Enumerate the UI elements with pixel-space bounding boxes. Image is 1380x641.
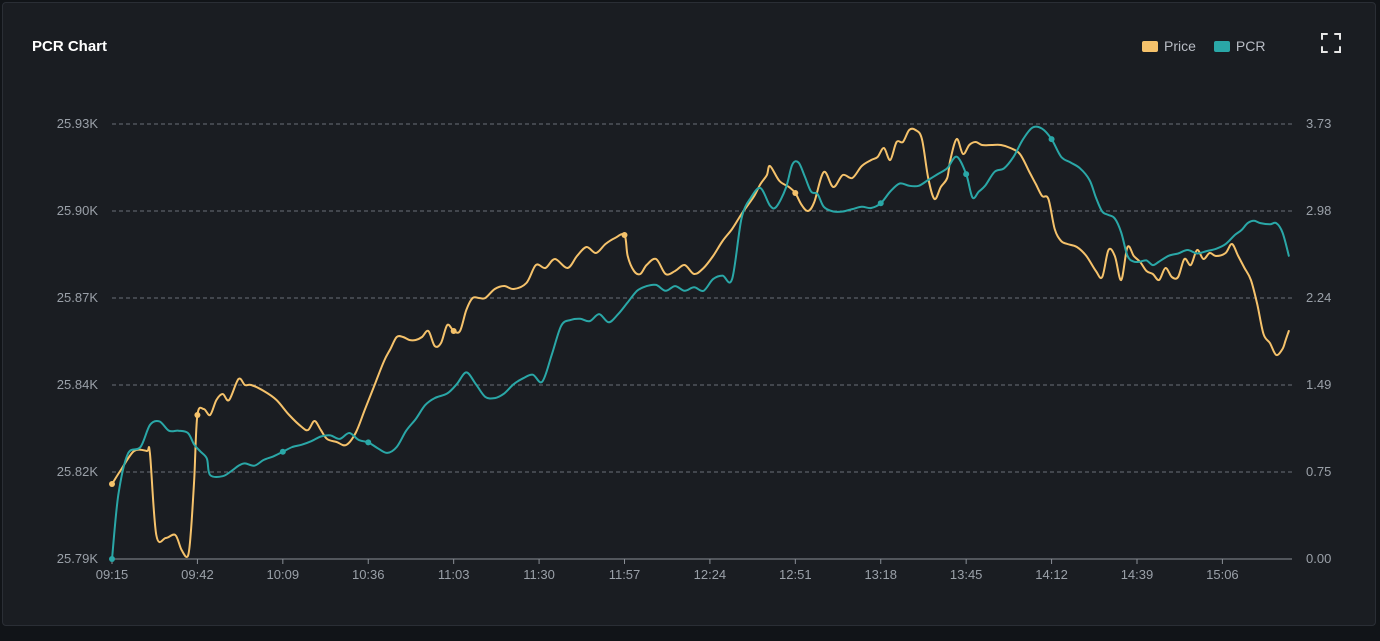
y-right-tick-label: 0.00 <box>1306 551 1331 566</box>
data-point-price <box>792 190 799 196</box>
data-point-price <box>109 481 115 487</box>
legend-item-price[interactable]: Price <box>1142 38 1196 54</box>
legend-swatch-price <box>1142 40 1158 52</box>
fullscreen-icon[interactable] <box>1320 32 1342 54</box>
data-point-price <box>450 328 457 334</box>
y-left-tick-label: 25.82K <box>57 464 99 479</box>
x-tick-label: 10:09 <box>267 567 300 582</box>
x-tick-label: 11:57 <box>609 567 641 582</box>
x-tick-label: 15:06 <box>1206 567 1239 582</box>
y-left-tick-label: 25.84K <box>57 377 99 392</box>
y-left-tick-label: 25.87K <box>57 290 99 305</box>
data-point-pcr <box>1048 136 1055 143</box>
y-right-tick-label: 2.98 <box>1306 203 1331 218</box>
x-tick-label: 13:18 <box>864 567 897 582</box>
x-tick-label: 10:36 <box>352 567 385 582</box>
legend-label-price: Price <box>1164 38 1196 54</box>
data-point-pcr <box>963 171 970 178</box>
data-point-pcr <box>365 439 372 446</box>
x-tick-label: 12:51 <box>779 567 812 582</box>
data-point-pcr <box>279 448 286 455</box>
y-left-tick-label: 25.79K <box>57 551 99 566</box>
x-tick-label: 14:12 <box>1035 567 1068 582</box>
legend-item-pcr[interactable]: PCR <box>1213 38 1266 54</box>
data-point-pcr <box>877 200 884 207</box>
chart-legend: Price PCR <box>1142 38 1277 54</box>
chart-panel <box>2 2 1376 626</box>
data-point-price <box>194 412 201 418</box>
y-right-tick-label: 3.73 <box>1306 116 1331 131</box>
x-tick-label: 12:24 <box>694 567 727 582</box>
x-tick-label: 11:03 <box>438 567 470 582</box>
series-line-price <box>111 127 1290 559</box>
x-tick-label: 11:30 <box>523 567 555 582</box>
y-right-tick-label: 2.24 <box>1306 290 1331 305</box>
legend-label-pcr: PCR <box>1235 38 1266 54</box>
x-tick-label: 13:45 <box>950 567 983 582</box>
data-point-price <box>621 232 628 238</box>
y-left-tick-label: 25.90K <box>57 203 99 218</box>
x-tick-label: 09:15 <box>96 567 129 582</box>
x-tick-label: 14:39 <box>1121 567 1154 582</box>
x-tick-label: 09:42 <box>181 567 214 582</box>
legend-swatch-pcr <box>1213 40 1230 52</box>
y-left-tick-label: 25.93K <box>57 116 99 131</box>
data-point-pcr <box>109 556 115 562</box>
y-right-tick-label: 1.49 <box>1306 377 1331 392</box>
series-line-pcr <box>111 125 1290 560</box>
chart-title: PCR Chart <box>32 38 108 55</box>
y-right-tick-label: 0.75 <box>1306 464 1331 479</box>
